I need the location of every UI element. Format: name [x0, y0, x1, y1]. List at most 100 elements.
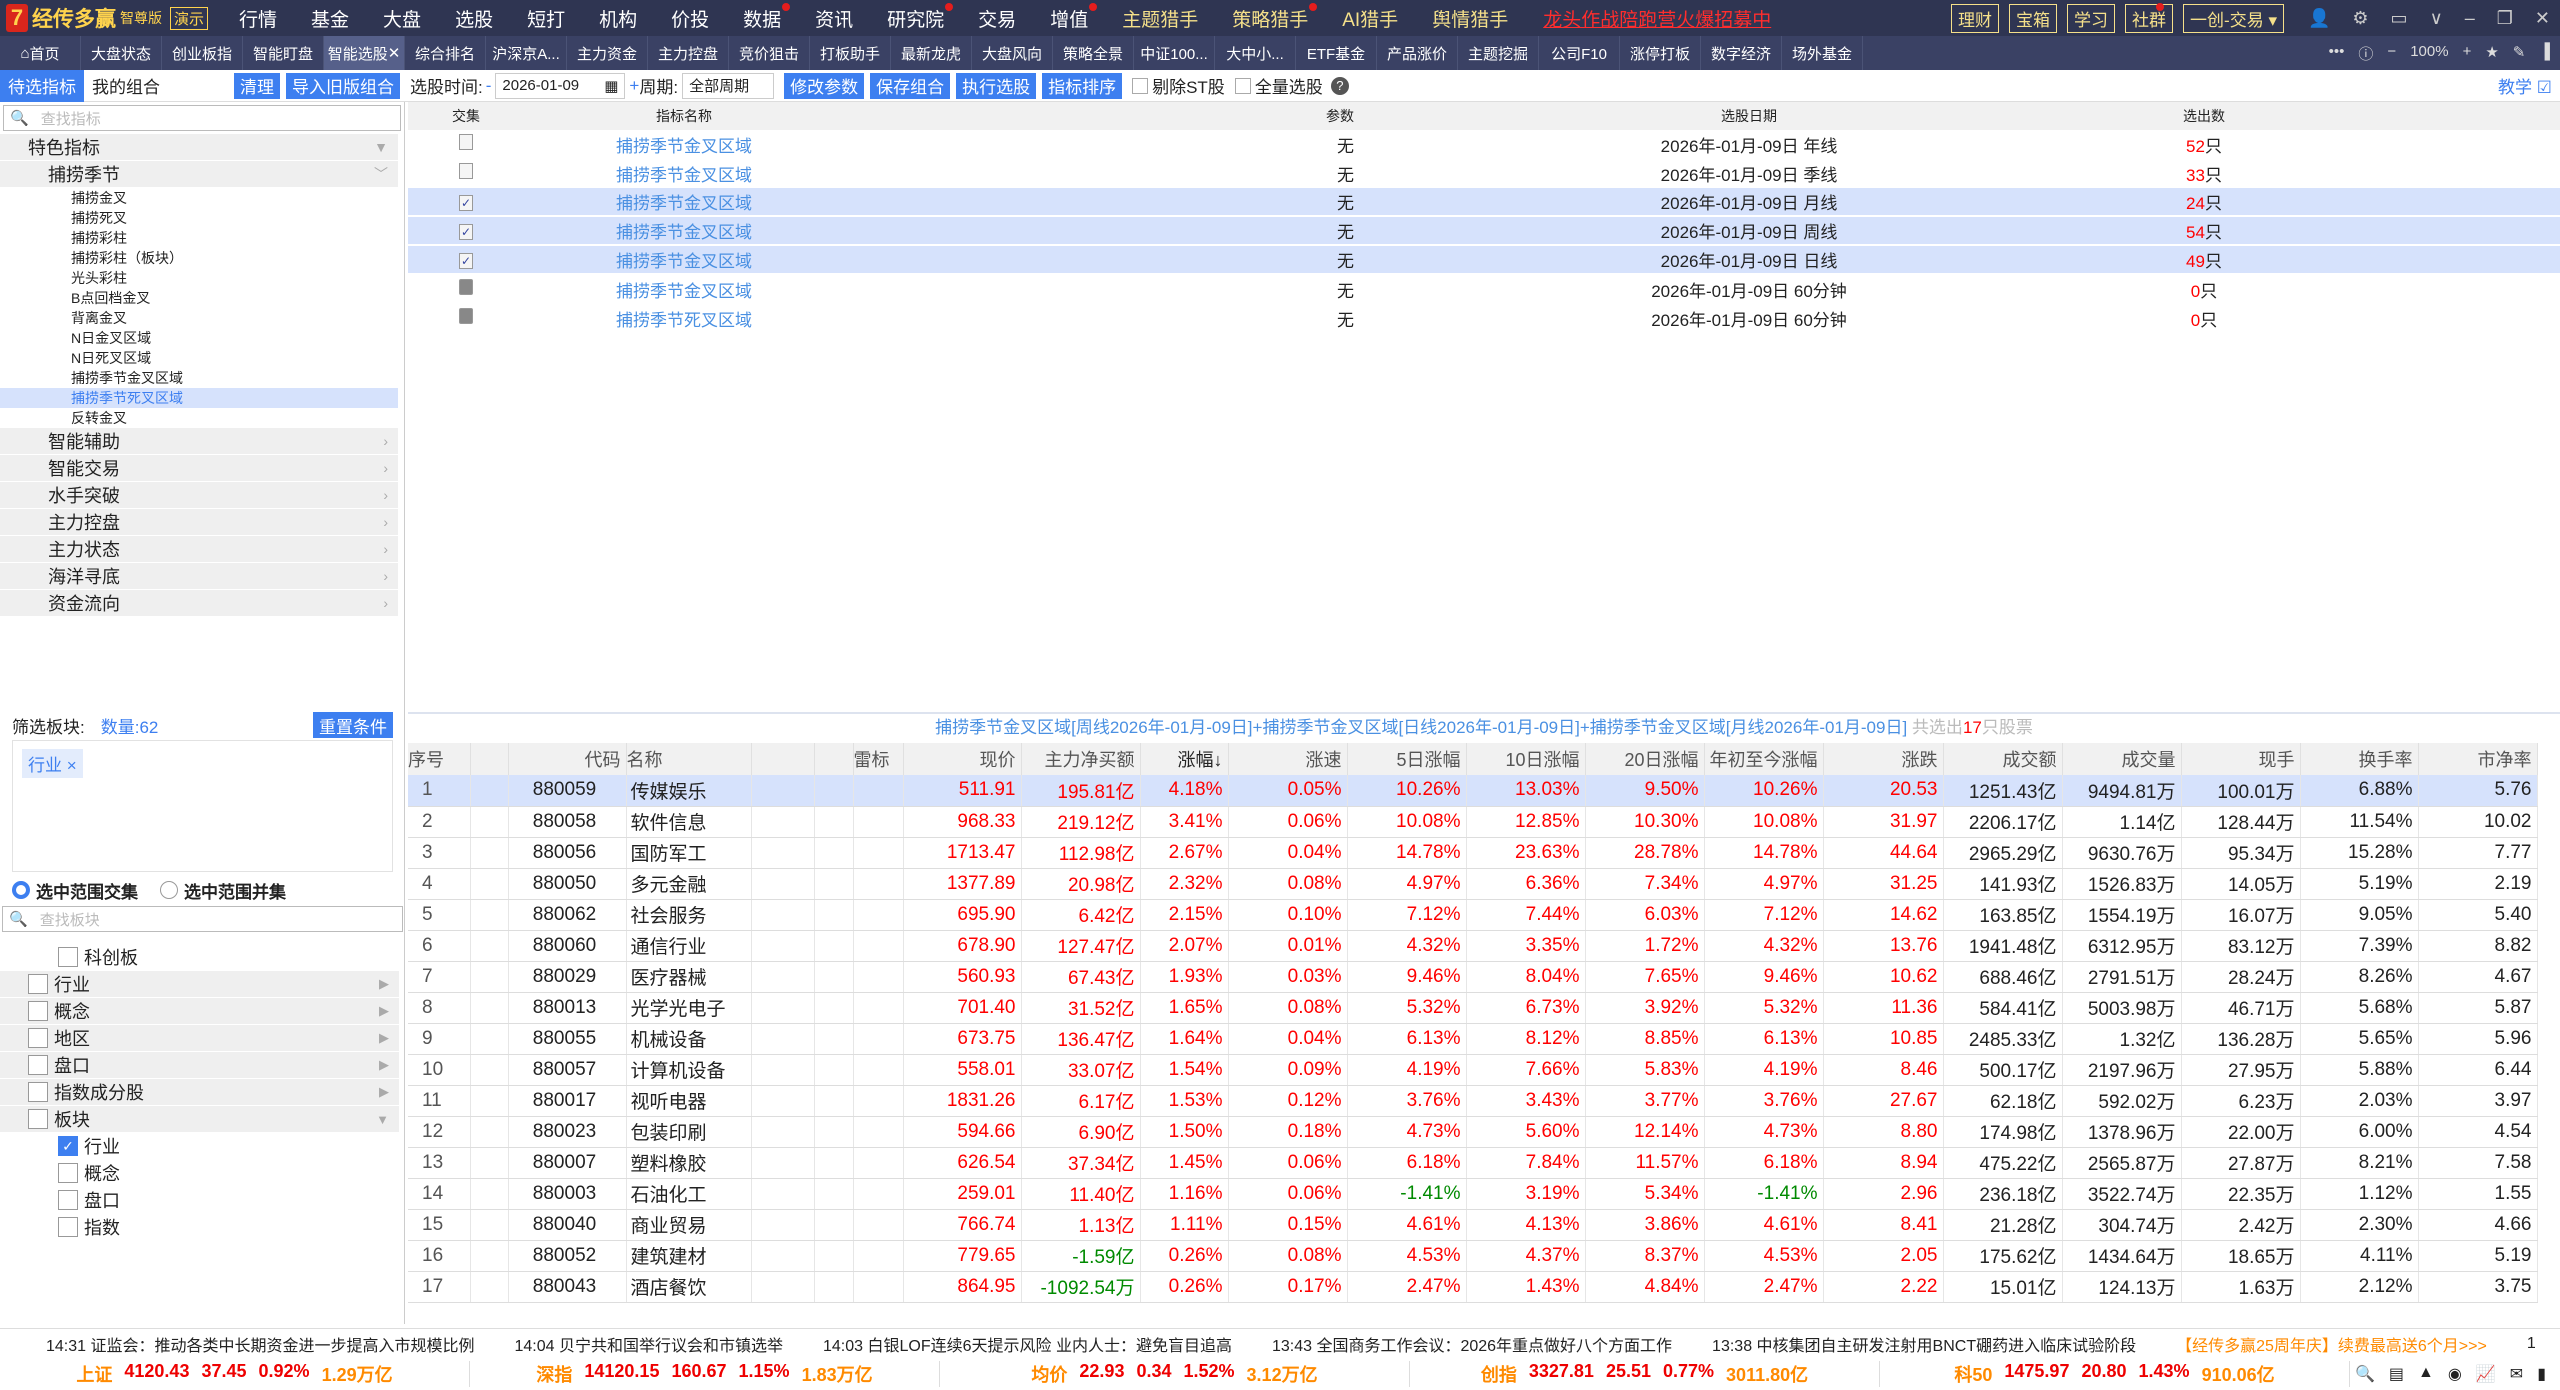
- menu-item[interactable]: 选股: [455, 9, 494, 31]
- index-quote[interactable]: 均价 22.93 0.34 1.52% 3.12万亿: [940, 1361, 1410, 1387]
- indicator-item[interactable]: 捕捞彩柱: [71, 230, 127, 246]
- tab[interactable]: 智能选股 ✕: [324, 36, 405, 70]
- sector-tree-item[interactable]: 盘口 ▶: [0, 1052, 399, 1079]
- category-season[interactable]: 捕捞季节 ﹀: [0, 161, 398, 188]
- stock-row[interactable]: 11 880017 视听电器 1831.26 6.17亿 1.53% 0.12% 3.76% 3…: [408, 1085, 2538, 1117]
- menu-item[interactable]: 主题猎手: [1122, 9, 1199, 31]
- checkbox[interactable]: [28, 1028, 48, 1048]
- menu-item[interactable]: 数据: [726, 2, 798, 32]
- stock-row[interactable]: 6 880060 通信行业 678.90 127.47亿 2.07% 0.01% 4.32% 3…: [408, 930, 2538, 962]
- panel-icon[interactable]: ▐: [2539, 42, 2550, 60]
- close-icon[interactable]: ✕: [2534, 7, 2550, 28]
- column-header[interactable]: [470, 743, 509, 775]
- search-icon[interactable]: 🔍: [2355, 1366, 2375, 1383]
- checkbox[interactable]: [58, 1217, 78, 1237]
- tab[interactable]: 综合排名: [405, 36, 486, 70]
- tab-pending-indicators[interactable]: 待选指标: [0, 69, 84, 102]
- indicator-item[interactable]: N日金叉区域: [71, 330, 152, 346]
- column-header[interactable]: 涨速: [1228, 743, 1348, 775]
- period-select[interactable]: 全部周期: [682, 72, 775, 99]
- indicator-item[interactable]: 捕捞季节金叉区域: [71, 370, 183, 386]
- column-header[interactable]: 主力净买额: [1021, 743, 1141, 775]
- combo-row[interactable]: ✓ 捕捞季节金叉区域 无 2026年-01月-09日 周线 54只: [408, 217, 2560, 246]
- indicator-name-link[interactable]: 捕捞季节金叉区域: [616, 166, 752, 185]
- column-header[interactable]: 涨跌: [1823, 743, 1944, 775]
- radio-union[interactable]: [160, 881, 178, 899]
- close-tab-icon[interactable]: ✕: [387, 45, 401, 62]
- indicator-category[interactable]: 水手突破 ›: [0, 482, 398, 509]
- indicator-item[interactable]: 背离金叉: [71, 310, 127, 326]
- layout-icon[interactable]: ▭: [2390, 7, 2408, 28]
- zoom-in-icon[interactable]: +: [2462, 42, 2472, 60]
- combo-row[interactable]: 捕捞季节金叉区域 无 2026年-01月-09日 年线 52只: [408, 130, 2560, 159]
- indicator-item[interactable]: B点回档金叉: [71, 290, 151, 306]
- chart-icon[interactable]: 📈: [2475, 1366, 2496, 1383]
- stock-row[interactable]: 3 880056 国防军工 1713.47 112.98亿 2.67% 0.04% 14.78…: [408, 837, 2538, 869]
- indicator-category[interactable]: 智能交易 ›: [0, 455, 398, 482]
- demo-badge[interactable]: 演示: [170, 6, 209, 30]
- news-item[interactable]: 14:04 贝宁共和国举行议会和市镇选举: [514, 1337, 784, 1355]
- checkbox[interactable]: [58, 947, 78, 967]
- star-icon[interactable]: ★: [2485, 43, 2499, 61]
- promo-link[interactable]: 【经传多赢25周年庆】续费最高送6个月>>>: [2176, 1337, 2487, 1355]
- menu-item[interactable]: 大盘: [383, 9, 422, 31]
- indicator-category[interactable]: 智能辅助 ›: [0, 428, 398, 455]
- index-quote[interactable]: 创指 3327.81 25.51 0.77% 3011.80亿: [1410, 1361, 1880, 1387]
- column-header[interactable]: 现价: [903, 743, 1022, 775]
- sector-tree-item[interactable]: 指数: [0, 1214, 399, 1241]
- indicator-item[interactable]: 光头彩柱: [71, 270, 127, 286]
- indicator-item[interactable]: 捕捞彩柱（板块）: [71, 250, 183, 266]
- menu-item[interactable]: 策略猎手: [1215, 2, 1325, 32]
- trade-account-select[interactable]: 一创-交易 ▾: [2183, 3, 2284, 33]
- indicator-category[interactable]: 海洋寻底 ›: [0, 563, 398, 590]
- tab[interactable]: 主力控盘: [648, 36, 729, 70]
- tab[interactable]: 创业板指: [162, 36, 243, 70]
- intersect-checkbox[interactable]: [459, 134, 473, 150]
- stock-row[interactable]: 2 880058 软件信息 968.33 219.12亿 3.41% 0.06% 10.08%…: [408, 806, 2538, 838]
- reset-conditions-button[interactable]: 重置条件: [313, 712, 393, 738]
- target-icon[interactable]: ◉: [2447, 1366, 2462, 1383]
- indicator-name-link[interactable]: 捕捞季节金叉区域: [616, 252, 752, 271]
- add-period[interactable]: +: [629, 75, 640, 95]
- column-header[interactable]: 5日涨幅: [1347, 743, 1467, 775]
- menu-item[interactable]: 增值: [1033, 2, 1105, 32]
- index-quote[interactable]: 科50 1475.97 20.80 1.43% 910.06亿: [1880, 1361, 2350, 1387]
- tab[interactable]: 公司F10: [1539, 36, 1620, 70]
- menu-item[interactable]: 研究院: [870, 2, 961, 32]
- combo-row[interactable]: 捕捞季节死叉区域 无 2026年-01月-09日 60分钟 0只: [408, 304, 2560, 333]
- column-header[interactable]: 成交额: [1943, 743, 2063, 775]
- tab[interactable]: 产品涨价: [1377, 36, 1458, 70]
- menu-item[interactable]: 机构: [599, 9, 638, 31]
- index-quote[interactable]: 深指 14120.15 160.67 1.15% 1.83万亿: [470, 1361, 940, 1387]
- sector-tree-item[interactable]: ✓ 行业: [0, 1133, 399, 1160]
- indicator-name-link[interactable]: 捕捞季节金叉区域: [616, 282, 752, 301]
- column-header[interactable]: [814, 743, 854, 775]
- date-input[interactable]: 2026-01-09 ▦: [495, 72, 626, 99]
- checkbox[interactable]: [28, 974, 48, 994]
- info-icon[interactable]: ⓘ: [2358, 45, 2374, 63]
- column-header[interactable]: 现手: [2181, 743, 2301, 775]
- sector-tree-item[interactable]: 盘口: [0, 1187, 399, 1214]
- tab[interactable]: 数字经济: [1701, 36, 1782, 70]
- checkbox[interactable]: [28, 1001, 48, 1021]
- menu-item[interactable]: 资讯: [815, 9, 854, 31]
- restore-icon[interactable]: ❐: [2496, 7, 2513, 28]
- indicator-name-link[interactable]: 捕捞季节金叉区域: [616, 137, 752, 156]
- stock-row[interactable]: 16 880052 建筑建材 779.65 -1.59亿 0.26% 0.08% 4.53% 4…: [408, 1240, 2538, 1272]
- news-item[interactable]: 14:31 证监会：推动各类中长期资金进一步提高入市规模比例: [46, 1337, 475, 1355]
- sector-tree-item[interactable]: 概念: [0, 1160, 399, 1187]
- column-header[interactable]: 换手率: [2300, 743, 2419, 775]
- combo-row[interactable]: 捕捞季节金叉区域 无 2026年-01月-09日 60分钟 0只: [408, 275, 2560, 304]
- tab[interactable]: 主力资金: [567, 36, 648, 70]
- tab[interactable]: ETF基金: [1296, 36, 1377, 70]
- intersect-checkbox[interactable]: ✓: [459, 252, 473, 269]
- tab[interactable]: 大中小...: [1215, 36, 1296, 70]
- combo-row[interactable]: 捕捞季节金叉区域 无 2026年-01月-09日 季线 33只: [408, 159, 2560, 188]
- stock-row[interactable]: 12 880023 包装印刷 594.66 6.90亿 1.50% 0.18% 4.73% 5.…: [408, 1116, 2538, 1148]
- indicator-item[interactable]: 捕捞死叉: [71, 210, 127, 226]
- help-icon[interactable]: ?: [1330, 76, 1349, 95]
- column-header[interactable]: 年初至今涨幅: [1704, 743, 1824, 775]
- stock-row[interactable]: 17 880043 酒店餐饮 864.95 -1092.54万 0.26% 0.17% 2.4…: [408, 1271, 2538, 1303]
- intersect-checkbox[interactable]: ✓: [459, 223, 473, 240]
- column-header[interactable]: 涨幅↓: [1140, 743, 1229, 775]
